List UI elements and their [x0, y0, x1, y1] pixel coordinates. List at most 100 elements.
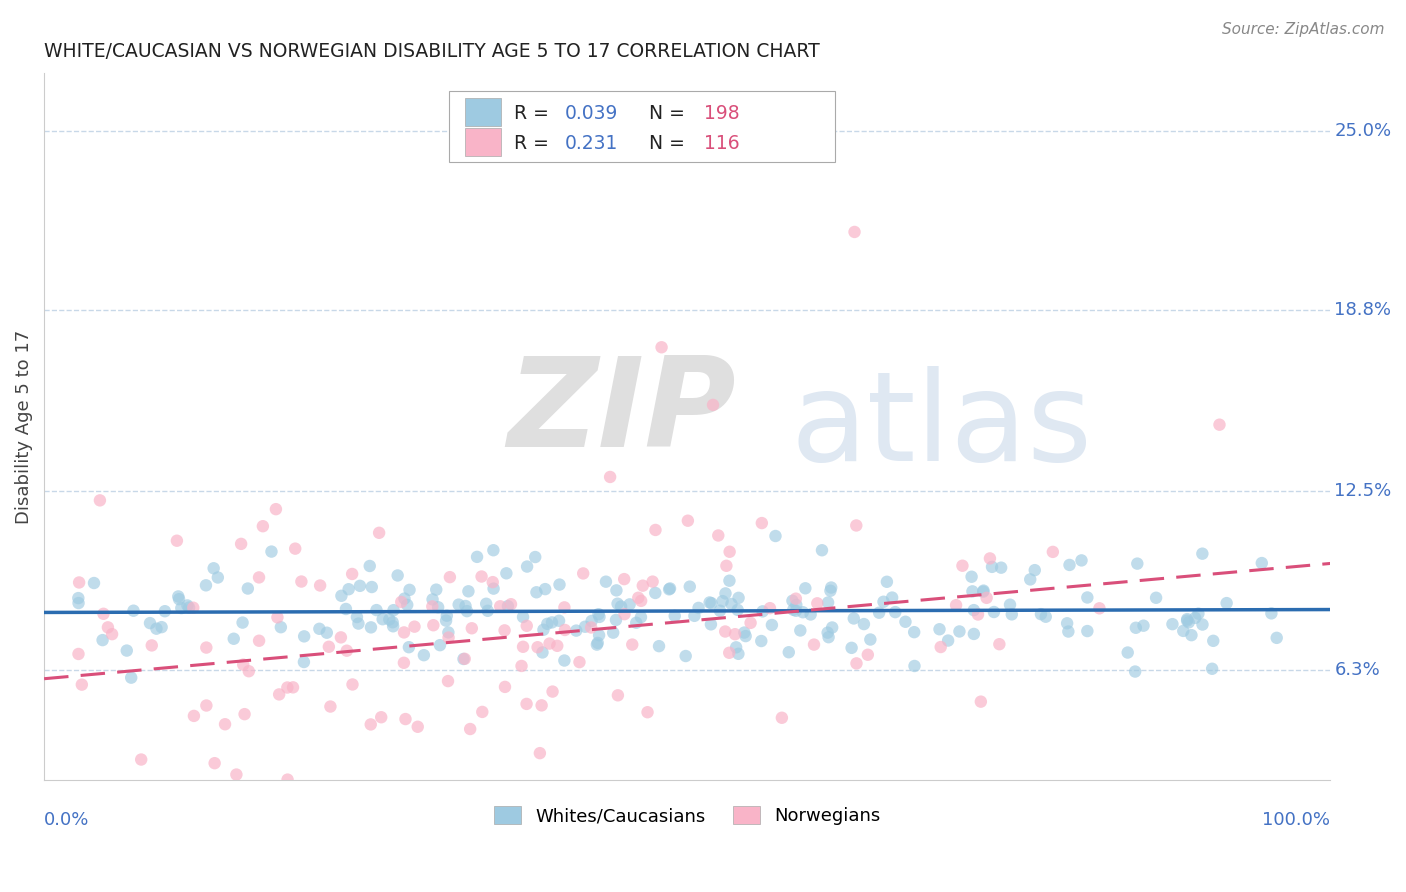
Point — [727, 647, 749, 661]
Point — [70, 678, 93, 692]
Point — [529, 746, 551, 760]
Point — [1056, 616, 1078, 631]
Point — [319, 699, 342, 714]
Text: 6.3%: 6.3% — [1334, 661, 1381, 679]
Point — [711, 594, 734, 608]
Point — [538, 636, 561, 650]
Point — [531, 645, 554, 659]
Point — [422, 592, 444, 607]
Y-axis label: Disability Age 5 to 17: Disability Age 5 to 17 — [15, 329, 32, 524]
Point — [252, 519, 274, 533]
Point — [648, 639, 671, 653]
Point — [516, 697, 538, 711]
Point — [546, 639, 568, 653]
Point — [495, 566, 517, 581]
Point — [936, 633, 959, 648]
Point — [572, 566, 595, 581]
Point — [586, 636, 609, 650]
Point — [266, 610, 288, 624]
Point — [852, 617, 875, 632]
Point — [1202, 633, 1225, 648]
Text: atlas: atlas — [790, 366, 1092, 487]
FancyBboxPatch shape — [465, 98, 501, 127]
Point — [1076, 591, 1098, 605]
Point — [494, 624, 516, 638]
Point — [396, 598, 419, 612]
Point — [963, 627, 986, 641]
Point — [1175, 614, 1198, 628]
Point — [336, 643, 359, 657]
Point — [489, 599, 512, 614]
Point — [1177, 615, 1199, 630]
Point — [366, 603, 388, 617]
Point — [471, 569, 494, 583]
Point — [782, 603, 804, 617]
Point — [129, 752, 152, 766]
Point — [588, 628, 610, 642]
Point — [548, 614, 571, 628]
Text: Source: ZipAtlas.com: Source: ZipAtlas.com — [1222, 22, 1385, 37]
Point — [903, 625, 925, 640]
Point — [225, 767, 247, 781]
Point — [122, 604, 145, 618]
Point — [676, 514, 699, 528]
Point — [759, 601, 782, 615]
Point — [436, 608, 458, 623]
Point — [260, 544, 283, 558]
Point — [945, 598, 967, 612]
Point — [610, 599, 633, 614]
Point — [631, 579, 654, 593]
Point — [859, 632, 882, 647]
Point — [733, 625, 755, 640]
Point — [630, 594, 652, 608]
Point — [1059, 558, 1081, 572]
Point — [526, 585, 548, 599]
Point — [988, 637, 1011, 651]
Point — [599, 470, 621, 484]
Point — [447, 598, 470, 612]
Point — [167, 592, 190, 607]
Point — [541, 684, 564, 698]
Point — [658, 582, 681, 597]
Point — [360, 620, 382, 634]
Point — [429, 638, 451, 652]
Text: N =: N = — [648, 134, 690, 153]
Point — [394, 712, 416, 726]
Point — [785, 598, 807, 612]
Point — [683, 608, 706, 623]
Text: 0.039: 0.039 — [565, 104, 619, 123]
Point — [482, 543, 505, 558]
Point — [630, 610, 652, 624]
Text: 0.231: 0.231 — [565, 134, 619, 153]
Point — [315, 625, 337, 640]
Text: R =: R = — [513, 134, 554, 153]
Point — [1057, 624, 1080, 639]
Point — [524, 549, 547, 564]
Point — [269, 687, 291, 701]
Point — [1265, 631, 1288, 645]
Point — [948, 624, 970, 639]
Point — [724, 627, 747, 641]
Point — [841, 640, 863, 655]
Point — [1035, 609, 1057, 624]
Point — [644, 523, 666, 537]
Point — [194, 578, 217, 592]
Point — [990, 560, 1012, 574]
Point — [247, 570, 270, 584]
Point — [437, 674, 460, 689]
Point — [817, 625, 839, 640]
Text: R =: R = — [513, 104, 554, 123]
Point — [150, 620, 173, 634]
Point — [882, 591, 904, 605]
Point — [232, 615, 254, 630]
Point — [605, 613, 627, 627]
Point — [337, 582, 360, 597]
Point — [229, 537, 252, 551]
Point — [309, 578, 332, 592]
Point — [868, 606, 890, 620]
Text: 100.0%: 100.0% — [1263, 812, 1330, 830]
Point — [1001, 607, 1024, 622]
Text: 116: 116 — [704, 134, 740, 153]
Point — [115, 643, 138, 657]
Point — [928, 622, 950, 636]
